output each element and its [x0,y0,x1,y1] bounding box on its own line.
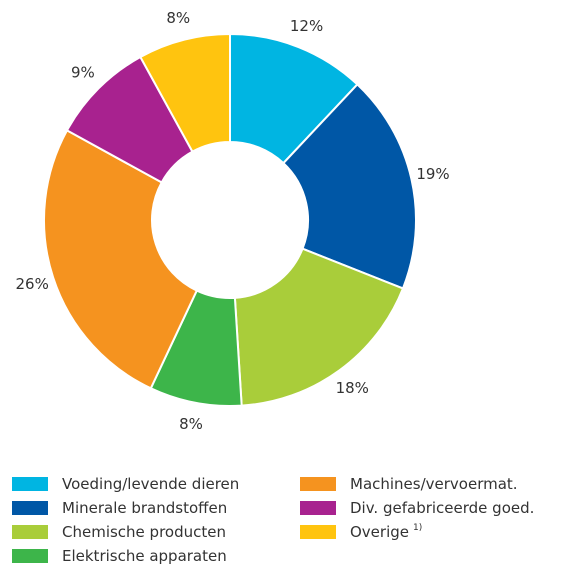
legend-label-text: Div. gefabriceerde goed. [350,499,534,517]
donut-slice [281,82,417,290]
legend-swatch [300,525,336,539]
legend-swatch [12,549,48,563]
legend-swatch [12,477,48,491]
legend-label-text: Voeding/levende dieren [62,475,239,493]
data-label: 18% [336,379,369,397]
legend-label: Minerale brandstoffen [62,499,227,517]
data-label: 8% [179,415,203,433]
legend-label: Div. gefabriceerde goed. [350,499,534,517]
donut-slice [233,247,405,407]
legend-label: Voeding/levende dieren [62,475,239,493]
donut-slice [139,32,231,154]
legend-swatch [300,501,336,515]
legend-label-text: Elektrische apparaten [62,547,227,565]
legend-label: Elektrische apparaten [62,547,227,565]
donut-slice [43,129,199,390]
data-label: 19% [416,165,449,183]
legend-label: Overige 1) [350,523,422,541]
legend-footnote: 1) [413,523,422,533]
data-label: 8% [166,9,190,27]
legend-label: Chemische producten [62,523,226,541]
legend-label: Machines/vervoermat. [350,475,518,493]
legend-label-text: Overige [350,523,409,541]
legend-swatch [12,501,48,515]
data-label: 9% [71,63,95,81]
legend-label-text: Machines/vervoermat. [350,475,518,493]
legend-label-text: Minerale brandstoffen [62,499,227,517]
legend-swatch [300,477,336,491]
legend-swatch [12,525,48,539]
legend-label-text: Chemische producten [62,523,226,541]
data-label: 12% [290,17,323,35]
data-label: 26% [16,275,49,293]
donut-slice [229,32,359,165]
